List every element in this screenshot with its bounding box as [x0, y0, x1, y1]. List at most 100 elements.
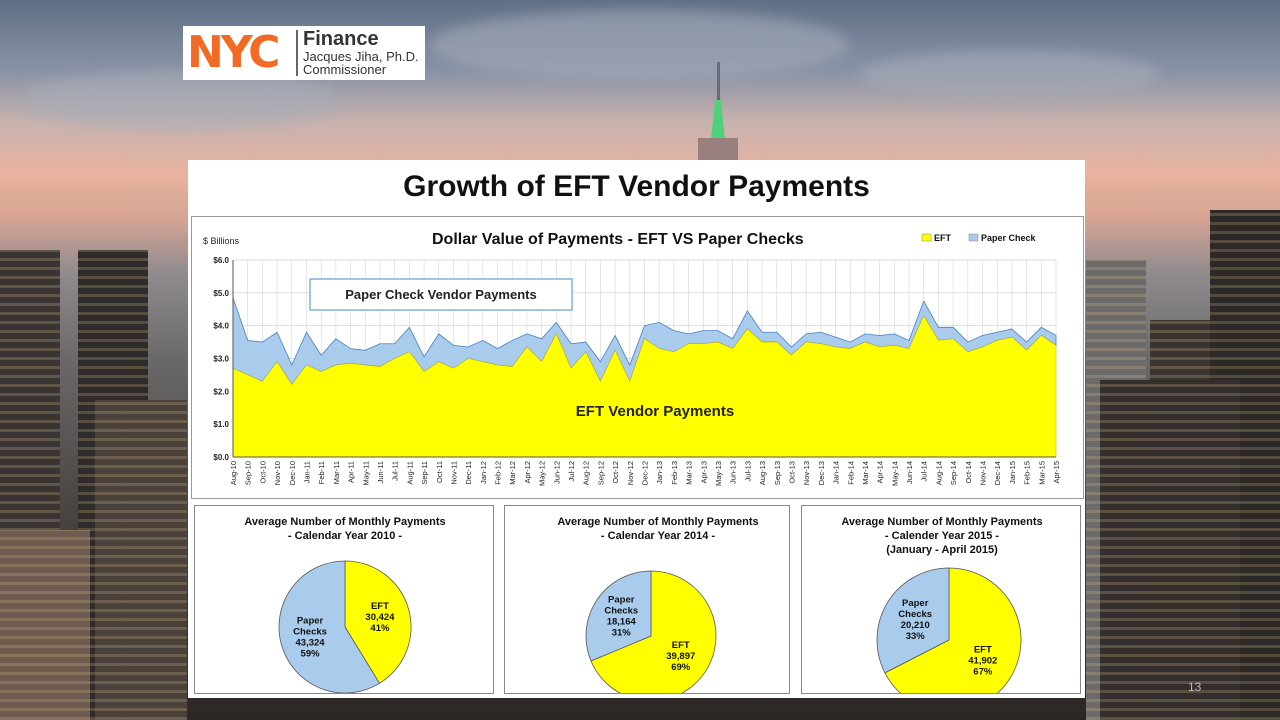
x-tick-label: Aug-14 — [934, 461, 943, 485]
legend-paper-check-label: Paper Check — [981, 233, 1037, 243]
x-tick-label: Jun-12 — [552, 461, 561, 484]
x-tick-label: Sep-13 — [773, 461, 782, 485]
x-tick-label: Apr-11 — [347, 461, 356, 483]
y-tick-label: $5.0 — [213, 289, 229, 298]
x-tick-label: Jun-14 — [905, 461, 914, 484]
x-tick-label: Sep-11 — [420, 461, 429, 485]
x-tick-label: Nov-14 — [979, 461, 988, 485]
x-tick-label: Jan-13 — [655, 461, 664, 484]
nyc-finance-logo: NYC Finance Jacques Jiha, Ph.D. Commissi… — [183, 26, 425, 80]
pie-chart-2010-svg: Average Number of Monthly Payments - Cale… — [244, 516, 446, 693]
x-tick-label: Jul-14 — [920, 461, 929, 481]
y-tick-label: $3.0 — [213, 355, 229, 364]
x-tick-label: Mar-13 — [685, 461, 694, 485]
x-tick-label: Nov-10 — [273, 461, 282, 485]
pie-label-paper-checks: Paper — [902, 598, 929, 609]
x-tick-label: Feb-11 — [317, 461, 326, 484]
y-tick-label: $1.0 — [213, 420, 229, 429]
building — [1210, 210, 1280, 720]
x-tick-label: Aug-10 — [229, 461, 238, 485]
x-tick-label: Oct-13 — [787, 461, 796, 484]
pie-title: Average Number of Monthly Payments — [244, 516, 445, 528]
logo-divider — [296, 30, 298, 76]
x-tick-label: Jan-14 — [832, 461, 841, 484]
pie-chart-2015-svg: Average Number of Monthly Payments - Cale… — [841, 516, 1043, 693]
x-tick-label: Aug-12 — [582, 461, 591, 485]
logo-commissioner-role: Commissioner — [303, 62, 387, 77]
eft-area — [232, 315, 1057, 458]
x-tick-label: Sep-14 — [949, 461, 958, 485]
pie-label-eft: 41,902 — [968, 656, 997, 667]
legend-eft-label: EFT — [934, 233, 952, 243]
pie-slice-paper-checks — [278, 560, 381, 693]
x-tick-label: Mar-14 — [861, 461, 870, 485]
pie-label-eft: 69% — [671, 662, 691, 673]
building — [0, 530, 90, 720]
pie-label-paper-checks: Checks — [604, 606, 638, 617]
pie-label-eft: 67% — [973, 667, 993, 678]
x-tick-label: Dec-12 — [641, 461, 650, 485]
pie-label-eft: 30,424 — [365, 612, 395, 623]
y-tick-label: $6.0 — [213, 256, 229, 265]
x-tick-label: Oct-10 — [258, 461, 267, 484]
x-tick-label: Feb-15 — [1023, 461, 1032, 485]
area-chart-frame: $ Billions Dollar Value of Payments - EFT… — [191, 216, 1084, 499]
building — [1100, 380, 1240, 720]
pie-title: Average Number of Monthly Payments — [557, 516, 758, 528]
paper-check-annotation: Paper Check Vendor Payments — [345, 287, 536, 302]
x-tick-label: Apr-14 — [876, 461, 885, 484]
x-tick-label: Sep-12 — [596, 461, 605, 485]
x-tick-label: Oct-11 — [435, 461, 444, 483]
pie-label-eft: EFT — [371, 601, 389, 612]
x-tick-label: May-12 — [538, 461, 547, 486]
pie-subtitle: - Calender Year 2015 - — [885, 530, 999, 542]
x-tick-label: Feb-12 — [494, 461, 503, 485]
x-tick-label: Jun-13 — [729, 461, 738, 484]
pie-chart-2010: Average Number of Monthly Payments - Cale… — [194, 505, 494, 694]
x-tick-label: Jun-11 — [376, 461, 385, 483]
pie-label-eft: EFT — [672, 640, 690, 651]
pie-label-paper-checks: 59% — [301, 648, 321, 659]
eft-annotation: EFT Vendor Payments — [576, 403, 734, 420]
cloud — [860, 50, 1160, 100]
pie-chart-2015: Average Number of Monthly Payments - Cale… — [801, 505, 1081, 694]
building-top — [711, 100, 725, 140]
pie-label-paper-checks: 43,324 — [296, 637, 326, 648]
pie-slice-eft — [884, 567, 1022, 693]
pie-slice-paper-checks — [876, 567, 950, 674]
x-tick-label: Feb-13 — [670, 461, 679, 485]
content-panel: Growth of EFT Vendor Payments $ Billions… — [188, 160, 1085, 698]
x-tick-label: Jan-11 — [302, 461, 311, 483]
x-tick-label: Nov-11 — [449, 461, 458, 485]
x-tick-label: Apr-13 — [699, 461, 708, 484]
pie-subtitle: - Calendar Year 2014 - — [601, 530, 715, 542]
pie-label-paper-checks: 20,210 — [901, 620, 930, 631]
y-tick-label: $0.0 — [213, 453, 229, 462]
page-number: 13 — [1188, 680, 1202, 694]
x-tick-label: Sep-10 — [244, 461, 253, 485]
x-tick-label: Feb-14 — [846, 461, 855, 485]
pie-label-paper-checks: 33% — [906, 631, 926, 642]
pie-label-paper-checks: Paper — [608, 595, 635, 606]
cloud — [430, 10, 850, 80]
logo-mark: NYC — [187, 27, 280, 78]
x-tick-label: Mar-11 — [332, 461, 341, 484]
cloud — [20, 70, 340, 130]
pie-title: Average Number of Monthly Payments — [841, 516, 1042, 528]
x-tick-label: Jul-12 — [567, 461, 576, 481]
y-tick-label: $4.0 — [213, 322, 229, 331]
x-tick-label: Oct-14 — [964, 461, 973, 484]
building-base — [698, 138, 738, 162]
chart-title: Dollar Value of Payments - EFT VS Paper … — [432, 231, 804, 248]
x-tick-label: Nov-12 — [626, 461, 635, 485]
y-tick-label: $2.0 — [213, 387, 229, 396]
pie-label-paper-checks: 18,164 — [607, 617, 637, 628]
pie-label-paper-checks: 31% — [612, 628, 632, 639]
building-spire — [717, 62, 720, 110]
x-tick-label: Jan-15 — [1008, 461, 1017, 484]
x-tick-label: Mar-15 — [1037, 461, 1046, 485]
y-axis-label: $ Billions — [203, 236, 240, 246]
x-tick-label: May-11 — [361, 461, 370, 485]
pie-label-paper-checks: Checks — [898, 609, 932, 620]
pie-slice-eft — [590, 570, 717, 693]
